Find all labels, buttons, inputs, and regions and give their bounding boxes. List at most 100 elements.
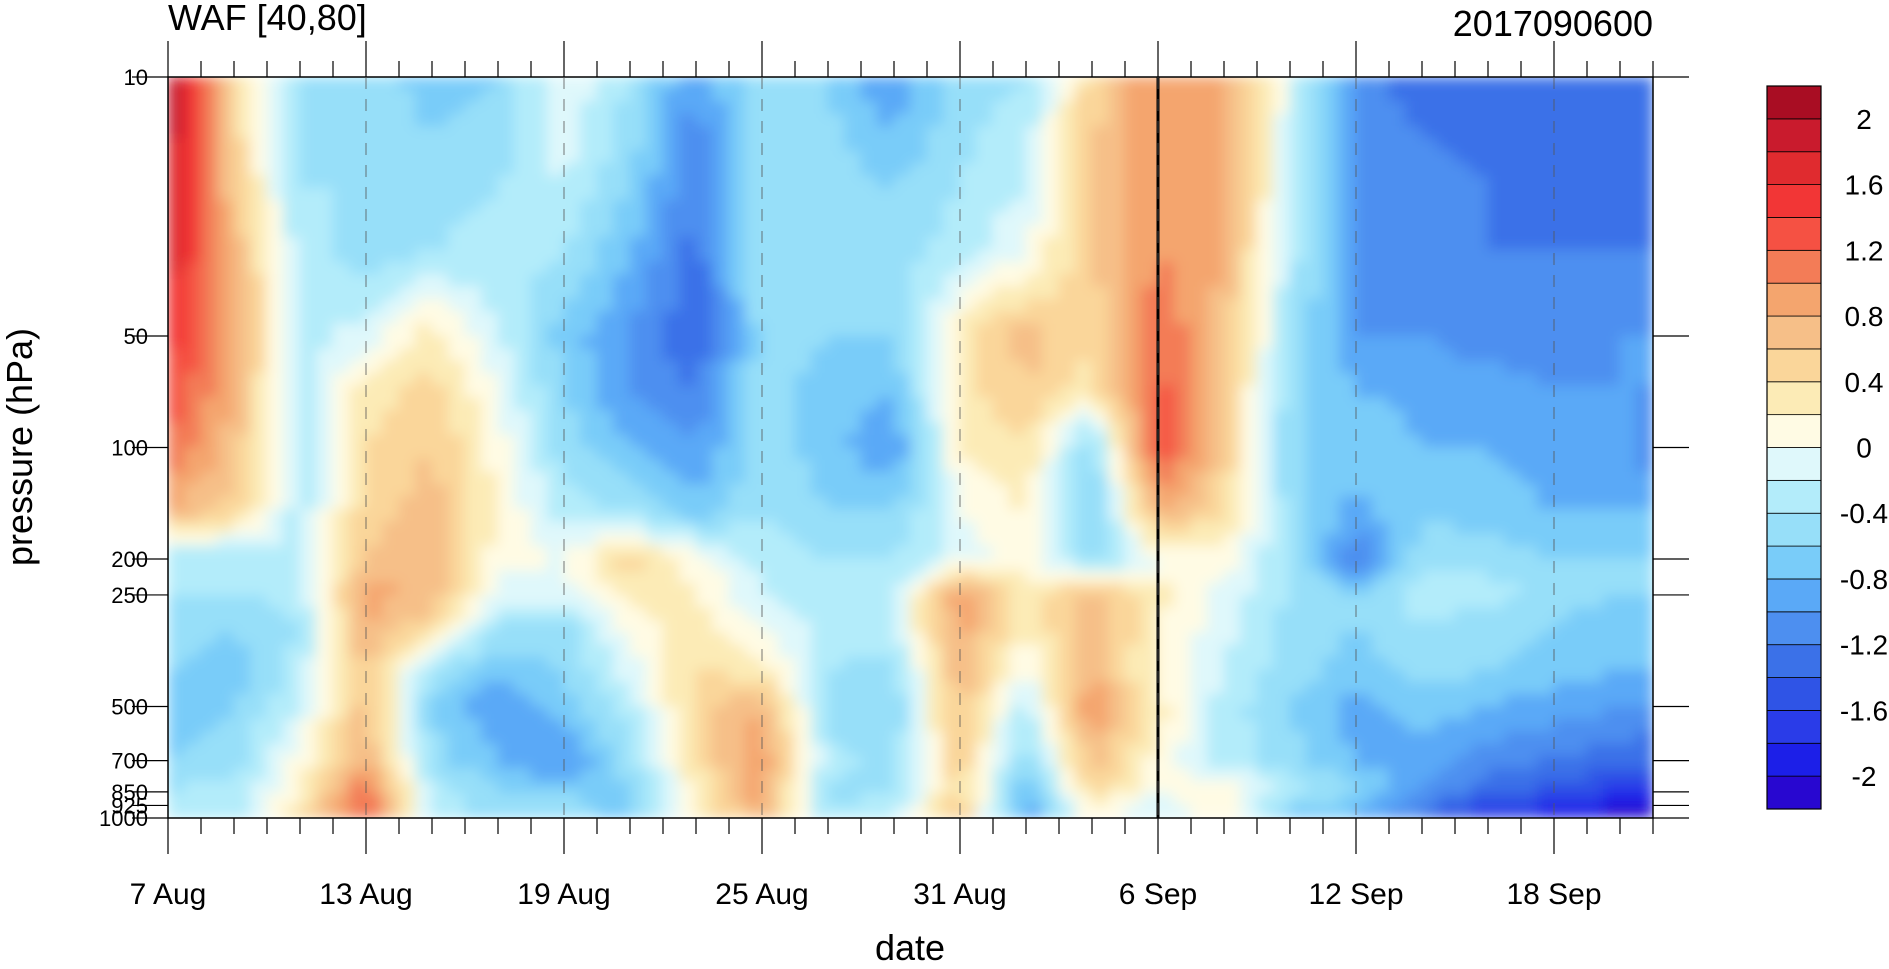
heatmap-cell	[1009, 187, 1027, 201]
heatmap-cell	[464, 508, 482, 523]
heatmap-cell	[646, 187, 664, 201]
heatmap-cell	[745, 409, 763, 424]
heatmap-cell	[761, 533, 779, 547]
heatmap-cell	[349, 175, 367, 189]
heatmap-cell	[992, 175, 1010, 189]
heatmap-cell	[514, 113, 532, 127]
heatmap-cell	[728, 397, 746, 411]
heatmap-cell	[1504, 88, 1522, 103]
heatmap-cell	[332, 409, 350, 424]
heatmap-cell	[1042, 212, 1060, 226]
heatmap-cell	[1058, 311, 1076, 325]
heatmap-cell	[959, 447, 977, 461]
heatmap-cell	[1289, 286, 1307, 300]
heatmap-cell	[1240, 175, 1258, 189]
heatmap-cell	[827, 77, 845, 90]
heatmap-cell	[547, 88, 565, 103]
heatmap-cell	[1108, 619, 1126, 634]
heatmap-cell	[514, 447, 532, 461]
heatmap-cell	[481, 175, 499, 189]
heatmap-cell	[1438, 150, 1456, 164]
heatmap-cell	[629, 323, 647, 337]
heatmap-cell	[563, 138, 581, 152]
heatmap-cell	[168, 595, 185, 609]
heatmap-cell	[184, 311, 202, 325]
heatmap-cell	[1454, 261, 1472, 276]
heatmap-cell	[563, 731, 581, 745]
heatmap-cell	[580, 175, 598, 189]
heatmap-cell	[1586, 545, 1604, 560]
heatmap-cell	[761, 150, 779, 164]
heatmap-cell	[877, 706, 895, 720]
heatmap-cell	[514, 372, 532, 387]
heatmap-cell	[398, 508, 416, 523]
heatmap-cell	[168, 212, 185, 226]
heatmap-cell	[926, 138, 944, 152]
heatmap-cell	[811, 360, 829, 374]
heatmap-cell	[431, 570, 449, 584]
heatmap-cell	[1603, 187, 1621, 201]
heatmap-cell	[646, 274, 664, 288]
heatmap-cell	[926, 743, 944, 757]
heatmap-cell	[382, 125, 400, 140]
heatmap-cell	[580, 274, 598, 288]
heatmap-cell	[976, 274, 994, 288]
heatmap-cell	[1355, 88, 1373, 103]
heatmap-cell	[860, 249, 878, 263]
heatmap-cell	[1553, 545, 1571, 560]
heatmap-cell	[1124, 471, 1142, 486]
heatmap-cell	[168, 150, 185, 164]
heatmap-cell	[943, 681, 961, 695]
heatmap-cell	[1124, 521, 1142, 535]
heatmap-cell	[613, 298, 631, 313]
heatmap-cell	[1306, 409, 1324, 424]
heatmap-cell	[415, 669, 433, 683]
heatmap-cell	[761, 113, 779, 127]
heatmap-cell	[1553, 187, 1571, 201]
heatmap-cell	[877, 237, 895, 251]
heatmap-cell	[1223, 372, 1241, 387]
heatmap-cell	[728, 694, 746, 708]
heatmap-cell	[679, 138, 697, 152]
heatmap-cell	[365, 101, 383, 115]
heatmap-cell	[1372, 718, 1390, 733]
heatmap-cell	[530, 150, 548, 164]
heatmap-cell	[1108, 681, 1126, 695]
heatmap-cell	[860, 755, 878, 770]
heatmap-cell	[992, 409, 1010, 424]
heatmap-cell	[629, 595, 647, 609]
heatmap-cell	[1190, 743, 1208, 757]
heatmap-cell	[1603, 101, 1621, 115]
heatmap-cell	[1058, 113, 1076, 127]
heatmap-cell	[168, 632, 185, 646]
heatmap-cell	[1504, 237, 1522, 251]
heatmap-cell	[497, 533, 515, 547]
heatmap-cell	[893, 335, 911, 350]
heatmap-cell	[1108, 447, 1126, 461]
heatmap-cell	[514, 187, 532, 201]
heatmap-cell	[316, 348, 334, 362]
heatmap-cell	[728, 718, 746, 733]
heatmap-cell	[382, 484, 400, 498]
heatmap-cell	[1322, 521, 1340, 535]
heatmap-cell	[1438, 496, 1456, 510]
heatmap-cell	[1504, 224, 1522, 239]
heatmap-cell	[679, 743, 697, 757]
heatmap-cell	[1009, 434, 1027, 448]
heatmap-cell	[1157, 644, 1175, 658]
heatmap-cell	[382, 619, 400, 634]
heatmap-cell	[811, 323, 829, 337]
heatmap-cell	[514, 162, 532, 177]
heatmap-cell	[1537, 200, 1555, 214]
heatmap-cell	[1421, 88, 1439, 103]
heatmap-cell	[613, 521, 631, 535]
heatmap-cell	[233, 237, 251, 251]
heatmap-cell	[1108, 570, 1126, 584]
heatmap-cell	[877, 385, 895, 399]
heatmap-cell	[1339, 731, 1357, 745]
heatmap-cell	[1586, 656, 1604, 671]
heatmap-cell	[943, 385, 961, 399]
heatmap-cell	[1108, 656, 1126, 671]
heatmap-cell	[1289, 459, 1307, 473]
heatmap-cell	[431, 187, 449, 201]
